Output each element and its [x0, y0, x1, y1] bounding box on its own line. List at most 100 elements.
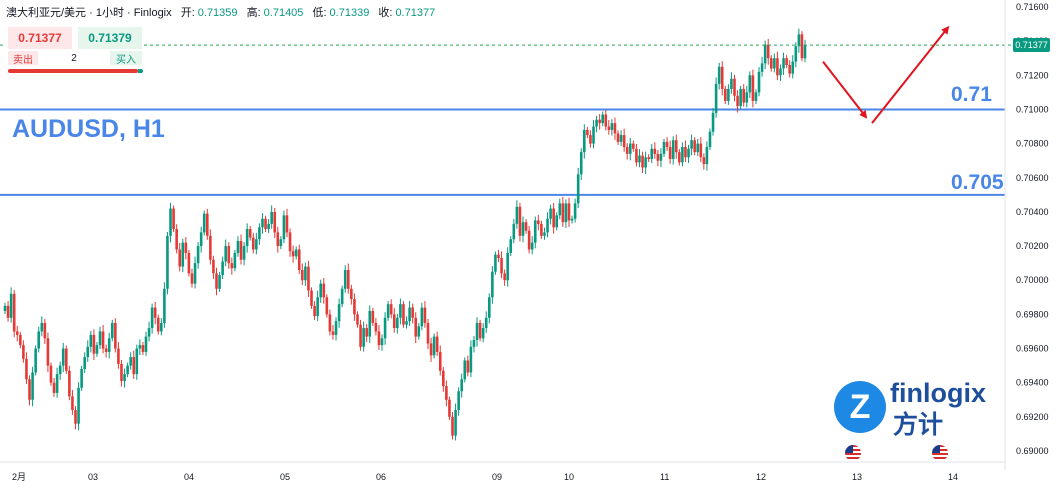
candle — [169, 202, 172, 243]
candle — [533, 216, 537, 249]
candle — [515, 200, 519, 229]
candle — [389, 299, 393, 319]
finlogix-logo-icon: Z — [834, 381, 886, 433]
x-tick-label: 11 — [660, 472, 669, 482]
candle — [530, 236, 534, 255]
candle — [788, 60, 791, 78]
x-tick-label: 10 — [564, 472, 574, 482]
candle — [766, 38, 770, 65]
candle — [561, 196, 565, 227]
candle — [745, 85, 749, 108]
us-flag-icon[interactable] — [932, 445, 948, 461]
x-tick-label: 14 — [948, 472, 958, 482]
candle — [233, 249, 237, 272]
candle — [776, 51, 779, 81]
chart-title: AUDUSD, H1 — [12, 115, 165, 143]
candle — [638, 149, 641, 168]
candle — [491, 266, 494, 304]
high-label: 高: — [246, 7, 261, 19]
candle — [736, 90, 739, 113]
y-tick-label: 0.69200 — [1016, 412, 1049, 422]
candle — [396, 313, 399, 334]
candle — [334, 317, 338, 341]
candle — [276, 226, 280, 253]
candle — [619, 130, 623, 146]
candle — [377, 324, 381, 350]
candle — [555, 212, 559, 231]
candle — [592, 120, 595, 149]
candle — [674, 134, 678, 159]
y-tick-label: 0.69600 — [1016, 344, 1049, 354]
low-label: 低: — [312, 7, 327, 19]
candle — [49, 362, 53, 386]
candle — [438, 345, 442, 376]
candle — [500, 251, 503, 279]
candle — [487, 293, 491, 324]
candle — [705, 141, 709, 171]
candle — [457, 387, 460, 416]
candle — [43, 318, 47, 344]
candle — [350, 284, 353, 305]
buy-price-button[interactable]: 0.71379 — [78, 27, 142, 49]
candle — [537, 214, 540, 231]
candle — [184, 237, 188, 260]
candle — [368, 305, 372, 344]
projection-arrow-down — [822, 61, 868, 119]
us-flag-icon[interactable] — [845, 445, 861, 461]
candle — [423, 301, 427, 328]
y-tick-label: 0.71600 — [1016, 2, 1049, 12]
x-tick-label: 2月 — [12, 472, 26, 482]
candle — [258, 223, 261, 245]
candle — [65, 345, 68, 374]
candle — [506, 247, 509, 287]
candle — [9, 287, 13, 323]
sell-price-button[interactable]: 0.71377 — [8, 27, 72, 49]
candle — [297, 244, 301, 274]
x-tick-label: 04 — [184, 472, 194, 482]
low-value: 0.71339 — [329, 7, 370, 19]
candle — [420, 302, 424, 331]
candle — [187, 249, 191, 277]
candle — [543, 227, 546, 240]
candle — [527, 225, 531, 254]
candle — [291, 245, 295, 263]
candle — [80, 365, 83, 391]
candle — [359, 319, 362, 351]
candle — [199, 226, 203, 253]
candle — [448, 396, 451, 420]
candle — [442, 366, 445, 392]
y-tick-label: 0.70000 — [1016, 275, 1049, 285]
candle — [417, 323, 421, 340]
buy-button[interactable]: 买入 — [110, 51, 142, 66]
candle — [175, 224, 178, 254]
candle — [454, 403, 457, 441]
candle — [641, 151, 644, 174]
sell-button[interactable]: 卖出 — [8, 51, 38, 66]
candle — [622, 128, 626, 152]
candle — [579, 148, 583, 180]
candle — [616, 130, 620, 145]
candle — [794, 42, 798, 68]
candle — [644, 151, 647, 175]
logo-text: finlogix — [890, 378, 986, 408]
candle — [248, 225, 252, 241]
candle — [601, 111, 605, 127]
quantity-field[interactable]: 2 — [71, 52, 77, 64]
candle — [55, 367, 59, 398]
candle — [625, 143, 629, 160]
candle — [86, 340, 90, 362]
candle — [107, 332, 111, 359]
candle — [613, 117, 617, 140]
candle — [724, 85, 727, 104]
candle — [647, 154, 650, 163]
candle — [132, 350, 136, 379]
candle — [117, 342, 120, 369]
candle — [193, 256, 197, 289]
candle — [733, 74, 736, 102]
candle — [426, 318, 430, 350]
candle — [785, 55, 788, 69]
x-tick-label: 09 — [492, 472, 502, 482]
candle — [797, 28, 801, 53]
candle — [512, 219, 516, 244]
